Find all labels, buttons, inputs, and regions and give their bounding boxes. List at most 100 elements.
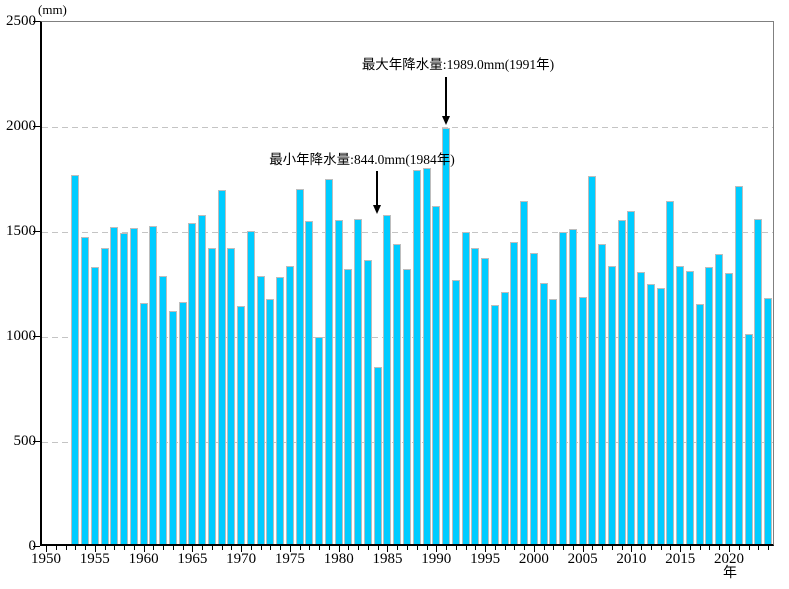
x-tick-1984 <box>377 546 379 550</box>
bar-1987 <box>403 269 411 544</box>
bar-1988 <box>412 170 421 544</box>
x-tick-1975 <box>289 546 291 552</box>
bar-1994 <box>471 248 480 544</box>
x-tick-1982 <box>358 546 360 550</box>
x-tick-2009 <box>621 546 623 550</box>
y-axis-unit-label: (mm) <box>38 2 67 17</box>
y-tick-2000 <box>33 126 40 127</box>
x-tick-2004 <box>572 546 574 550</box>
x-tick-1957 <box>114 546 116 550</box>
x-tick-label-2005: 2005 <box>567 551 598 567</box>
x-tick-2014 <box>670 546 672 550</box>
bar-1983 <box>363 259 372 544</box>
bar-1995 <box>481 258 490 544</box>
x-tick-1954 <box>85 546 87 550</box>
x-tick-1950 <box>46 546 47 552</box>
x-tick-1999 <box>524 546 526 550</box>
bar-1997 <box>500 291 509 544</box>
bar-1966 <box>198 215 207 544</box>
x-tick-1994 <box>475 546 477 550</box>
x-tick-label-1955: 1955 <box>79 551 110 567</box>
x-tick-2001 <box>543 546 545 550</box>
x-tick-1955 <box>94 546 96 552</box>
x-tick-1951 <box>55 546 57 550</box>
x-tick-2010 <box>631 546 633 552</box>
x-tick-2005 <box>582 546 584 552</box>
x-tick-1967 <box>211 546 213 550</box>
y-tick-label-1000: 1000 <box>6 328 36 344</box>
y-tick-0 <box>33 546 40 547</box>
y-tick-label-2500: 2500 <box>6 13 36 29</box>
bar-1958 <box>120 232 129 544</box>
x-tick-1981 <box>348 546 350 550</box>
bar-2013 <box>656 288 665 544</box>
x-tick-label-1965: 1965 <box>177 551 208 567</box>
bar-2023 <box>754 219 763 544</box>
x-tick-1998 <box>514 546 516 550</box>
bar-1973 <box>266 299 275 544</box>
x-tick-1970 <box>241 546 243 552</box>
bar-1990 <box>432 206 441 544</box>
x-tick-1976 <box>299 546 301 550</box>
bar-2014 <box>666 201 675 544</box>
bar-1959 <box>129 228 138 544</box>
x-tick-1952 <box>65 546 67 550</box>
x-tick-1968 <box>221 546 223 550</box>
x-tick-1977 <box>309 546 311 550</box>
bar-2002 <box>549 299 558 544</box>
x-tick-1992 <box>455 546 457 550</box>
bar-1956 <box>100 247 109 544</box>
x-tick-2007 <box>602 546 604 550</box>
x-tick-label-1995: 1995 <box>470 551 501 567</box>
x-tick-label-1975: 1975 <box>274 551 305 567</box>
bar-1976 <box>295 189 304 544</box>
max-annotation-arrow <box>445 77 447 116</box>
min-annotation-arrow <box>376 171 378 205</box>
gridline-1500 <box>42 232 773 233</box>
max-annotation-arrowhead-icon <box>441 116 450 125</box>
bar-2021 <box>734 186 743 544</box>
bar-1953 <box>71 175 80 544</box>
x-axis-year-label: 年 <box>723 566 737 581</box>
x-tick-1987 <box>407 546 408 550</box>
bar-1962 <box>159 275 168 544</box>
x-tick-2002 <box>553 546 555 550</box>
bar-2012 <box>646 283 655 544</box>
bar-1975 <box>285 265 294 544</box>
x-tick-1974 <box>280 546 282 550</box>
bar-2008 <box>607 266 616 544</box>
min-annotation-arrowhead-icon <box>372 205 381 214</box>
bar-1986 <box>393 244 402 544</box>
bar-1972 <box>256 275 265 544</box>
bar-1971 <box>246 230 255 544</box>
plot-area <box>40 21 774 546</box>
bar-1992 <box>451 280 460 544</box>
x-tick-1964 <box>182 546 184 550</box>
bar-1998 <box>510 241 519 544</box>
bar-2003 <box>559 231 568 544</box>
x-tick-1961 <box>153 546 155 550</box>
x-tick-2022 <box>748 546 750 550</box>
max-annotation-text: 最大年降水量:1989.0mm(1991年) <box>361 57 555 72</box>
bar-1957 <box>110 227 119 544</box>
x-tick-1993 <box>465 546 467 550</box>
x-tick-2003 <box>563 546 565 550</box>
x-tick-label-1950: 1950 <box>31 551 61 567</box>
x-tick-2021 <box>738 546 740 550</box>
bar-1961 <box>149 225 158 544</box>
bar-2010 <box>627 210 636 544</box>
x-tick-1983 <box>367 546 369 550</box>
x-tick-2016 <box>689 546 691 550</box>
bar-1960 <box>139 303 148 544</box>
bar-1967 <box>207 248 216 544</box>
x-tick-2024 <box>768 546 770 550</box>
x-tick-1958 <box>124 546 126 550</box>
x-tick-2019 <box>719 546 721 550</box>
min-annotation-text: 最小年降水量:844.0mm(1984年) <box>269 152 455 167</box>
bar-2000 <box>529 253 538 544</box>
bar-2004 <box>568 229 577 544</box>
y-tick-1500 <box>33 231 40 232</box>
bar-2007 <box>598 244 607 544</box>
bar-2016 <box>685 271 694 544</box>
